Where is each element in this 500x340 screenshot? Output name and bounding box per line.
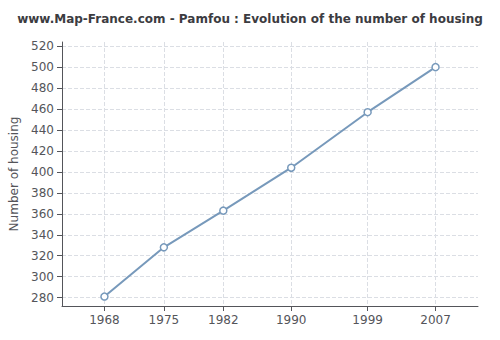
- svg-text:Number of housing: Number of housing: [7, 117, 21, 232]
- svg-text:500: 500: [31, 60, 54, 74]
- svg-text:1975: 1975: [149, 313, 180, 327]
- svg-text:440: 440: [31, 123, 54, 137]
- svg-text:480: 480: [31, 81, 54, 95]
- svg-text:280: 280: [31, 291, 54, 305]
- svg-text:1968: 1968: [89, 313, 120, 327]
- svg-text:400: 400: [31, 165, 54, 179]
- svg-text:1999: 1999: [352, 313, 383, 327]
- svg-text:460: 460: [31, 102, 54, 116]
- svg-text:420: 420: [31, 144, 54, 158]
- svg-text:360: 360: [31, 207, 54, 221]
- svg-text:340: 340: [31, 228, 54, 242]
- svg-text:320: 320: [31, 249, 54, 263]
- svg-text:300: 300: [31, 270, 54, 284]
- svg-text:1982: 1982: [208, 313, 239, 327]
- svg-text:2007: 2007: [420, 313, 451, 327]
- svg-text:www.Map-France.com - Pamfou :: www.Map-France.com - Pamfou : Evolution …: [17, 12, 483, 26]
- svg-text:520: 520: [31, 39, 54, 53]
- svg-text:380: 380: [31, 186, 54, 200]
- svg-text:1990: 1990: [276, 313, 307, 327]
